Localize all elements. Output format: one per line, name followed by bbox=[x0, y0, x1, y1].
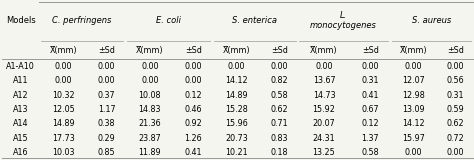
Text: 10.21: 10.21 bbox=[225, 148, 248, 157]
Text: X̅(mm): X̅(mm) bbox=[50, 46, 78, 55]
Text: L.
monocytogenes: L. monocytogenes bbox=[310, 11, 377, 30]
Text: A14: A14 bbox=[13, 119, 28, 128]
Text: 13.25: 13.25 bbox=[313, 148, 336, 157]
Text: 1.17: 1.17 bbox=[98, 105, 115, 114]
Text: 20.07: 20.07 bbox=[313, 119, 336, 128]
Text: 0.00: 0.00 bbox=[405, 62, 422, 71]
Text: 0.00: 0.00 bbox=[184, 62, 202, 71]
Text: 0.71: 0.71 bbox=[271, 119, 288, 128]
Text: ±Sd: ±Sd bbox=[271, 46, 288, 55]
Text: 0.00: 0.00 bbox=[98, 62, 115, 71]
Text: 23.87: 23.87 bbox=[138, 134, 161, 143]
Text: 0.31: 0.31 bbox=[447, 91, 464, 100]
Text: 13.67: 13.67 bbox=[313, 76, 335, 85]
Text: 0.72: 0.72 bbox=[447, 134, 464, 143]
Text: 0.00: 0.00 bbox=[405, 148, 422, 157]
Text: 14.83: 14.83 bbox=[138, 105, 161, 114]
Text: 10.03: 10.03 bbox=[53, 148, 75, 157]
Text: 0.85: 0.85 bbox=[98, 148, 115, 157]
Text: 0.92: 0.92 bbox=[184, 119, 202, 128]
Text: Models: Models bbox=[6, 16, 36, 25]
Text: 0.00: 0.00 bbox=[271, 62, 288, 71]
Text: 0.00: 0.00 bbox=[361, 62, 379, 71]
Text: A11: A11 bbox=[13, 76, 28, 85]
Text: 0.18: 0.18 bbox=[271, 148, 288, 157]
Text: 15.92: 15.92 bbox=[312, 105, 336, 114]
Text: 17.73: 17.73 bbox=[52, 134, 75, 143]
Text: 0.00: 0.00 bbox=[141, 62, 158, 71]
Text: 0.62: 0.62 bbox=[447, 119, 464, 128]
Text: 0.00: 0.00 bbox=[228, 62, 245, 71]
Text: C. perfringens: C. perfringens bbox=[52, 16, 111, 25]
Text: 0.12: 0.12 bbox=[184, 91, 202, 100]
Text: ±Sd: ±Sd bbox=[98, 46, 115, 55]
Text: 14.12: 14.12 bbox=[402, 119, 425, 128]
Text: X̅(mm): X̅(mm) bbox=[310, 46, 338, 55]
Text: 0.37: 0.37 bbox=[98, 91, 115, 100]
Text: S. enterica: S. enterica bbox=[232, 16, 277, 25]
Text: 0.58: 0.58 bbox=[361, 148, 379, 157]
Text: 0.29: 0.29 bbox=[98, 134, 115, 143]
Text: 0.00: 0.00 bbox=[141, 76, 158, 85]
Text: 0.56: 0.56 bbox=[447, 76, 464, 85]
Text: 11.89: 11.89 bbox=[138, 148, 161, 157]
Text: 12.98: 12.98 bbox=[402, 91, 425, 100]
Text: 14.89: 14.89 bbox=[53, 119, 75, 128]
Text: 0.41: 0.41 bbox=[361, 91, 379, 100]
Text: 0.46: 0.46 bbox=[184, 105, 202, 114]
Text: 20.73: 20.73 bbox=[225, 134, 248, 143]
Text: A12: A12 bbox=[13, 91, 28, 100]
Text: 15.97: 15.97 bbox=[402, 134, 425, 143]
Text: 0.00: 0.00 bbox=[55, 76, 73, 85]
Text: 0.00: 0.00 bbox=[98, 76, 115, 85]
Text: 0.00: 0.00 bbox=[315, 62, 333, 71]
Text: A1-A10: A1-A10 bbox=[6, 62, 35, 71]
Text: 24.31: 24.31 bbox=[313, 134, 335, 143]
Text: 0.67: 0.67 bbox=[361, 105, 379, 114]
Text: 0.31: 0.31 bbox=[361, 76, 379, 85]
Text: X̅(mm): X̅(mm) bbox=[400, 46, 428, 55]
Text: 12.07: 12.07 bbox=[402, 76, 425, 85]
Text: A15: A15 bbox=[13, 134, 28, 143]
Text: A16: A16 bbox=[13, 148, 28, 157]
Text: 0.62: 0.62 bbox=[271, 105, 288, 114]
Text: 14.12: 14.12 bbox=[225, 76, 248, 85]
Text: 0.38: 0.38 bbox=[98, 119, 115, 128]
Text: 10.32: 10.32 bbox=[53, 91, 75, 100]
Text: 0.00: 0.00 bbox=[184, 76, 202, 85]
Text: 12.05: 12.05 bbox=[52, 105, 75, 114]
Text: 14.89: 14.89 bbox=[225, 91, 248, 100]
Text: ±Sd: ±Sd bbox=[185, 46, 202, 55]
Text: X̅(mm): X̅(mm) bbox=[223, 46, 250, 55]
Text: 0.00: 0.00 bbox=[55, 62, 73, 71]
Text: A13: A13 bbox=[13, 105, 28, 114]
Text: 0.59: 0.59 bbox=[447, 105, 464, 114]
Text: 0.83: 0.83 bbox=[271, 134, 288, 143]
Text: 0.00: 0.00 bbox=[447, 148, 464, 157]
Text: 0.58: 0.58 bbox=[271, 91, 288, 100]
Text: 15.96: 15.96 bbox=[225, 119, 248, 128]
Text: 0.12: 0.12 bbox=[361, 119, 379, 128]
Text: 1.37: 1.37 bbox=[361, 134, 379, 143]
Text: 10.08: 10.08 bbox=[138, 91, 161, 100]
Text: 0.41: 0.41 bbox=[184, 148, 202, 157]
Text: ±Sd: ±Sd bbox=[362, 46, 379, 55]
Text: 21.36: 21.36 bbox=[138, 119, 161, 128]
Text: E. coli: E. coli bbox=[156, 16, 181, 25]
Text: 14.73: 14.73 bbox=[313, 91, 335, 100]
Text: 0.82: 0.82 bbox=[271, 76, 288, 85]
Text: 1.26: 1.26 bbox=[184, 134, 202, 143]
Text: S. aureus: S. aureus bbox=[412, 16, 451, 25]
Text: 15.28: 15.28 bbox=[225, 105, 248, 114]
Text: 0.00: 0.00 bbox=[447, 62, 464, 71]
Text: 13.09: 13.09 bbox=[402, 105, 425, 114]
Text: ±Sd: ±Sd bbox=[447, 46, 464, 55]
Text: X̅(mm): X̅(mm) bbox=[136, 46, 164, 55]
